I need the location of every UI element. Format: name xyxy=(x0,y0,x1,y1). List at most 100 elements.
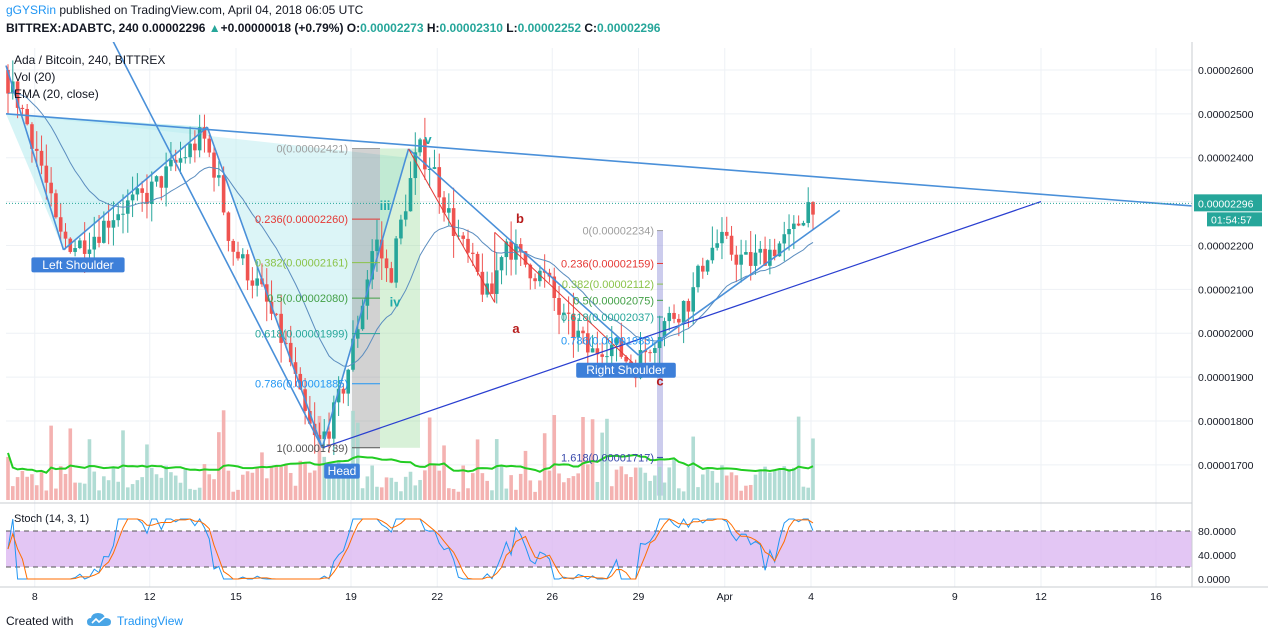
wave-c-line xyxy=(494,231,639,369)
candle-down xyxy=(193,143,197,151)
stoch-d-line xyxy=(7,518,814,580)
volume-bar xyxy=(542,433,547,500)
current-price-badge xyxy=(1194,194,1262,212)
candle-down xyxy=(763,248,767,266)
stoch-tick-label: 0.0000 xyxy=(1198,574,1230,586)
candle-down xyxy=(796,223,801,226)
time-tick-label: 15 xyxy=(230,591,242,603)
publish-text: published on TradingView.com, April 04, … xyxy=(59,3,364,17)
volume-bar xyxy=(705,469,710,500)
candle-up xyxy=(370,251,374,280)
candle-up xyxy=(197,127,202,151)
candle-down xyxy=(677,318,681,323)
stoch-band-fill xyxy=(6,531,1192,567)
high-value: 0.00002310 xyxy=(439,21,503,35)
downtrend-line xyxy=(112,42,323,449)
pattern-label: Left Shoulder xyxy=(42,258,113,272)
candle-up xyxy=(667,312,672,322)
candle-down xyxy=(159,176,164,188)
volume-bar xyxy=(403,476,408,500)
axes: 0.000026000.000025000.000024000.00002300… xyxy=(0,42,1268,603)
volume-bar xyxy=(269,466,274,500)
volume-bar xyxy=(145,444,149,500)
volume-bar xyxy=(523,450,528,500)
volume-bar xyxy=(427,417,432,500)
volume-bar xyxy=(533,491,537,500)
candle-up xyxy=(614,338,619,345)
volume-bar xyxy=(657,466,662,500)
wave-label: iii xyxy=(380,198,391,213)
candle-down xyxy=(566,312,571,314)
trend-lines[interactable] xyxy=(5,42,1193,449)
candle-up xyxy=(576,330,581,338)
indicator-lines xyxy=(7,91,814,580)
author-link[interactable]: gGYSRin xyxy=(6,3,57,17)
volume-bar xyxy=(782,466,787,500)
volume-bar xyxy=(811,438,815,500)
volume-bar xyxy=(485,480,489,500)
volume-bar xyxy=(236,489,240,500)
candle-down xyxy=(202,127,207,139)
volume-bar xyxy=(30,474,34,500)
candle-down xyxy=(648,352,652,354)
volume-bar xyxy=(379,487,384,500)
volume-bar xyxy=(648,480,652,500)
chart-canvas[interactable]: 0(0.00002421) 0.236(0.00002260) 0.382(0.00… xyxy=(0,42,1268,606)
price-tick-label: 0.00002200 xyxy=(1198,240,1254,252)
volume-bar xyxy=(260,452,264,500)
volume-bar xyxy=(590,419,595,500)
pattern-label-box xyxy=(31,257,125,273)
volume-bar xyxy=(758,469,763,500)
open-value: 0.00002273 xyxy=(360,21,424,35)
footer: Created with TradingView xyxy=(0,606,1268,639)
pattern-label: Right Shoulder xyxy=(586,363,665,377)
last-price: 0.00002296 xyxy=(142,21,206,35)
candle-down xyxy=(552,276,557,299)
candle-down xyxy=(39,150,44,166)
tradingview-cloud-icon[interactable] xyxy=(86,612,112,628)
volume-bar xyxy=(494,439,499,500)
candle-down xyxy=(672,312,676,319)
candle-down xyxy=(207,138,212,153)
volume-bar xyxy=(111,466,116,500)
price-tick-label: 0.00002500 xyxy=(1198,109,1254,121)
tradingview-link[interactable]: TradingView xyxy=(117,614,184,628)
candle-down xyxy=(480,271,485,295)
volume-bar xyxy=(451,488,456,500)
volume-bar xyxy=(317,415,322,500)
candle-down xyxy=(509,241,513,260)
candle-up xyxy=(322,431,327,439)
volume-bar xyxy=(154,474,159,500)
volume-bar xyxy=(63,473,68,500)
volume-bar xyxy=(370,465,374,500)
candle-down xyxy=(20,107,25,109)
volume-bar xyxy=(581,417,585,500)
candle-up xyxy=(78,240,82,249)
volume-bar xyxy=(499,466,504,500)
volume-bar xyxy=(389,477,394,500)
fib-small-label: 0.5(0.00002075) xyxy=(573,295,654,307)
candle-up xyxy=(806,202,811,223)
legend-stoch: Stoch (14, 3, 1) xyxy=(14,513,89,525)
low-value: 0.00002252 xyxy=(517,21,582,35)
price-tick-label: 0.00001800 xyxy=(1198,416,1254,428)
stoch-tick-label: 40.0000 xyxy=(1198,550,1236,562)
candle-down xyxy=(700,265,705,272)
volume-bar xyxy=(284,464,288,500)
volume-bar xyxy=(538,480,542,500)
volume-bar xyxy=(547,470,552,500)
volume-bar xyxy=(15,477,20,500)
volume-bar xyxy=(34,485,39,500)
volume-bar xyxy=(629,476,633,500)
stoch-band xyxy=(6,530,1192,568)
volume-bar xyxy=(720,465,724,500)
wave-label: b xyxy=(516,211,524,226)
volume-bar xyxy=(49,425,53,500)
candle-down xyxy=(226,212,231,241)
candle-down xyxy=(466,238,470,253)
candle-down xyxy=(523,251,528,265)
candle-up xyxy=(375,239,379,252)
volume-bar xyxy=(787,468,791,500)
volume-bar xyxy=(514,489,518,500)
fib-small-label: 0.618(0.00002037) xyxy=(561,312,654,324)
